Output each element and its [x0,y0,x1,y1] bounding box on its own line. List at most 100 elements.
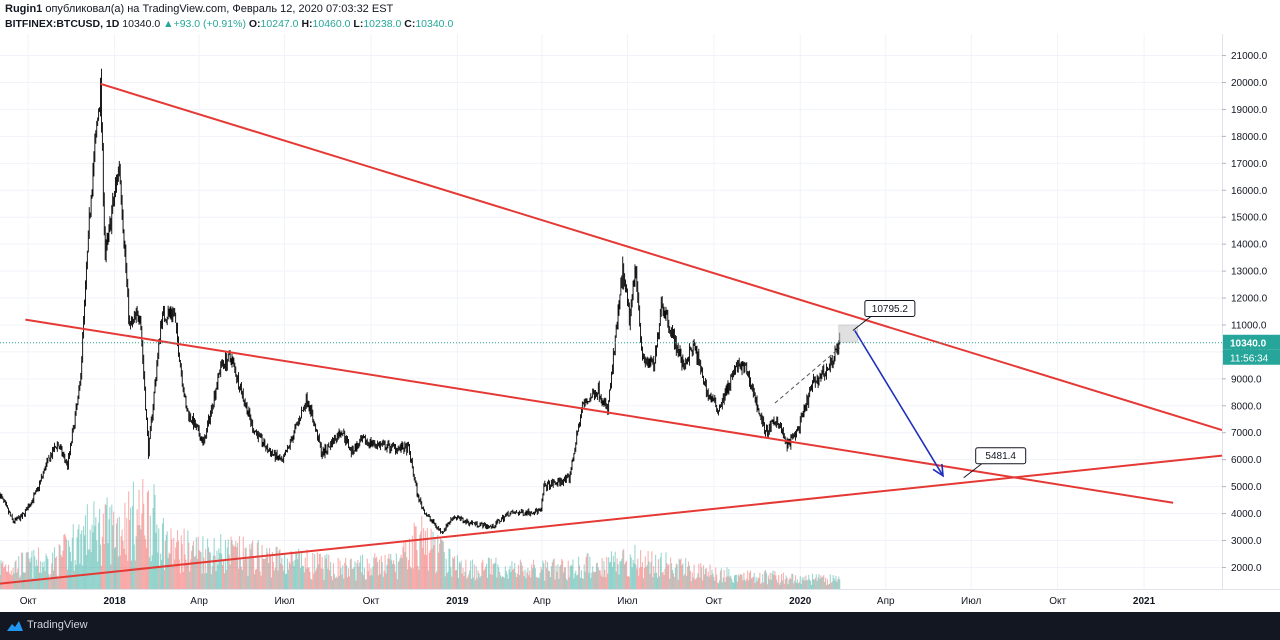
volume-bar [472,577,474,589]
volume-bar [721,582,723,589]
volume-bar [836,581,838,589]
time-axis[interactable]: Окт 2018 Апр Июл Окт 2019 Апр Июл Окт 2020 Апр Июл О… [0,589,1280,608]
volume-bar [284,554,286,589]
volume-bar [708,576,710,589]
volume-bar [40,572,42,589]
volume-bar [837,579,839,589]
volume-bar [810,580,812,589]
volume-bar [492,564,494,589]
volume-bar [168,552,170,589]
volume-bar [553,558,555,589]
volume-bar [464,571,466,589]
volume-bar [483,570,485,589]
volume-bar [283,570,285,589]
volume-bar [775,575,777,589]
volume-bar [604,569,606,589]
volume-bar [424,554,426,589]
volume-bar [412,568,414,589]
price-axis-bg [1222,34,1280,612]
volume-bar [762,574,764,589]
volume-bar [307,567,309,589]
volume-bar [169,553,171,589]
volume-bar [563,567,566,589]
volume-bar [52,552,54,589]
volume-bar [335,576,337,589]
volume-bar [244,548,246,589]
volume-bar [513,568,515,589]
x-tick-label: Июл [274,596,294,607]
volume-bar [10,570,12,589]
volume-bar [596,562,598,589]
volume-bar [112,525,114,589]
volume-bar [336,578,338,589]
volume-bar [649,573,651,589]
volume-bar [501,576,504,589]
volume-bar [347,568,350,589]
tradingview-brand[interactable]: TradingView [27,619,88,631]
volume-bar [536,577,538,589]
volume-bar [205,549,207,589]
volume-bar [824,581,826,589]
y-tick-label: 3000.0 [1231,536,1262,547]
volume-bar [339,560,341,589]
volume-bar [407,569,409,589]
volume-bar [216,550,218,589]
volume-bar [635,564,637,589]
volume-bar [573,578,575,589]
volume-bar [720,568,722,589]
volume-bar [77,529,79,589]
volume-bar [665,552,667,589]
volume-bar [300,552,303,589]
volume-bar [522,571,524,589]
volume-bar [176,530,179,589]
volume-bar [570,564,572,589]
volume-bar [156,524,158,589]
price-chart[interactable]: 10795.2 5481.4 2000.0 3000.0 4000.0 5000.0 60… [0,34,1280,612]
volume-bar [152,507,154,589]
volume-bar [146,492,149,589]
volume-bar [678,558,680,589]
volume-bar [465,559,467,589]
volume-bar [781,580,783,589]
price-axis[interactable]: 2000.0 3000.0 4000.0 5000.0 6000.0 7000.0 8000… [1222,34,1280,612]
volume-bar [467,576,469,589]
volume-bar [588,572,590,589]
volume-bar [317,564,319,589]
volume-bar [610,551,613,589]
volume-bar [644,556,646,589]
trendline-mid [25,318,1174,504]
volume-bar [159,566,161,589]
volume-bar [292,561,294,589]
volume-bar [115,523,118,589]
volume-bar [555,565,557,589]
volume-bar [102,513,104,589]
volume-bar [562,560,564,589]
volume-bar [587,552,589,589]
volume-bar [297,559,299,589]
volume-bar [485,563,488,589]
volume-bar [795,575,797,589]
volume-bar [787,584,789,589]
volume-bar [617,564,619,589]
volume-bar [640,550,642,589]
drawings[interactable]: 10795.2 5481.4 [0,82,1223,585]
volume-bar [413,522,415,589]
volume-bar [120,536,122,589]
author-name[interactable]: Rugin1 [5,3,43,15]
symbol-label[interactable]: BITFINEX:BTCUSD, 1D [5,18,120,30]
volume-bar [154,494,156,589]
volume-bar [434,537,436,589]
volume-bar [127,560,129,589]
volume-bar [368,563,370,589]
volume-bar [780,574,783,589]
volume-bar [385,573,387,589]
volume-bar [680,558,682,589]
volume-bar [671,563,673,589]
volume-bar [568,577,570,589]
volume-bar [362,574,365,589]
volume-bar [602,576,604,589]
volume-bar [405,540,407,589]
volume-bar [778,575,780,589]
volume-bar [314,554,316,589]
volume-bar [769,572,771,589]
